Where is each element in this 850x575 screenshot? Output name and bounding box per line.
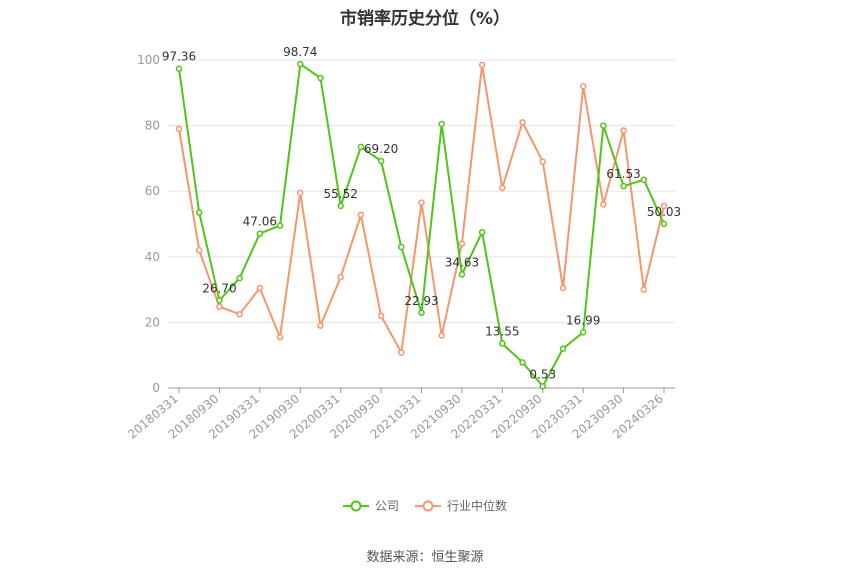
data-label: 34.63 [445, 255, 479, 269]
data-point-industry-median[interactable] [539, 158, 546, 165]
data-point-company[interactable] [600, 122, 607, 129]
data-label: 22.93 [404, 294, 438, 308]
data-point-industry-median[interactable] [256, 284, 264, 292]
grid-lines [168, 59, 675, 323]
legend-industry-label: 行业中位数 [447, 499, 508, 513]
legend-item-company[interactable]: 公司 [342, 497, 399, 514]
data-point-company[interactable] [579, 329, 587, 336]
data-label: 50.03 [647, 205, 681, 219]
data-point-industry-median[interactable] [559, 284, 567, 292]
series-lines [175, 60, 668, 390]
data-point-industry-median[interactable] [640, 286, 648, 293]
data-point-industry-median[interactable] [398, 349, 405, 356]
data-point-company[interactable] [317, 74, 324, 82]
data-point-industry-median[interactable] [276, 333, 284, 341]
data-point-industry-median[interactable] [458, 240, 466, 247]
y-tick-label: 80 [145, 119, 160, 133]
y-tick-label: 0 [152, 381, 160, 395]
data-point-industry-median[interactable] [660, 202, 668, 210]
data-point-company[interactable] [519, 359, 526, 366]
data-point-company[interactable] [398, 243, 405, 251]
y-tick-label: 60 [145, 184, 160, 198]
data-point-industry-median[interactable] [418, 199, 425, 206]
data-point-company[interactable] [236, 274, 243, 282]
data-label: 61.53 [606, 167, 640, 181]
data-point-company[interactable] [357, 143, 365, 151]
data-point-industry-median[interactable] [216, 303, 223, 310]
data-point-company[interactable] [438, 120, 445, 128]
data-point-company[interactable] [499, 340, 506, 347]
data-point-industry-median[interactable] [438, 332, 445, 339]
y-tick-label: 40 [145, 250, 160, 264]
data-point-company[interactable] [195, 209, 203, 216]
y-tick-label: 20 [145, 315, 160, 329]
data-point-company[interactable] [297, 60, 304, 68]
data-point-industry-median[interactable] [478, 61, 486, 69]
legend-item-industry-median[interactable]: 行业中位数 [415, 497, 507, 514]
data-point-company[interactable] [660, 220, 668, 228]
data-label: 0.53 [529, 367, 556, 381]
data-point-industry-median[interactable] [236, 310, 243, 318]
data-label: 98.74 [283, 45, 317, 59]
data-point-industry-median[interactable] [175, 125, 183, 133]
data-point-industry-median[interactable] [620, 127, 627, 134]
data-point-industry-median[interactable] [600, 201, 607, 208]
data-point-industry-median[interactable] [337, 273, 344, 281]
data-point-company[interactable] [256, 230, 264, 237]
data-label: 16.99 [566, 313, 600, 327]
data-point-company[interactable] [377, 157, 385, 165]
data-point-industry-median[interactable] [377, 312, 385, 320]
data-point-company[interactable] [418, 309, 425, 317]
data-point-company[interactable] [539, 383, 546, 390]
data-label: 69.20 [364, 142, 398, 156]
data-labels: 97.36 26.70 47.06 98.74 55.52 69.20 22.93 34.63… [162, 45, 681, 381]
data-point-industry-median[interactable] [297, 189, 304, 197]
data-point-company[interactable] [216, 297, 223, 304]
legend: 公司 行业中位数 [0, 497, 850, 514]
data-label: 13.55 [485, 325, 519, 339]
data-point-company[interactable] [478, 228, 486, 236]
chart-title: 市销率历史分位（%） [339, 9, 511, 29]
data-point-company[interactable] [175, 65, 183, 72]
data-label: 55.52 [323, 187, 357, 201]
data-point-industry-median[interactable] [579, 82, 587, 90]
data-point-industry-median[interactable] [357, 211, 365, 219]
legend-company-label: 公司 [374, 499, 399, 513]
data-point-company[interactable] [559, 345, 567, 352]
data-point-company[interactable] [620, 182, 627, 190]
source-note: 数据来源：恒生聚源 [366, 550, 484, 565]
data-point-company[interactable] [458, 271, 466, 278]
data-point-company[interactable] [276, 222, 284, 229]
y-tick-label: 100 [137, 53, 160, 67]
legend-company-marker-icon [342, 500, 369, 511]
data-point-industry-median[interactable] [499, 184, 506, 192]
legend-industry-marker-icon [415, 500, 441, 511]
data-point-company[interactable] [337, 202, 344, 210]
data-label: 26.70 [202, 281, 236, 295]
data-point-industry-median[interactable] [317, 322, 324, 329]
data-label: 47.06 [243, 215, 277, 229]
data-point-industry-median[interactable] [519, 119, 526, 126]
data-point-company[interactable] [640, 176, 648, 183]
data-label: 97.36 [162, 50, 196, 64]
data-point-industry-median[interactable] [195, 246, 203, 254]
